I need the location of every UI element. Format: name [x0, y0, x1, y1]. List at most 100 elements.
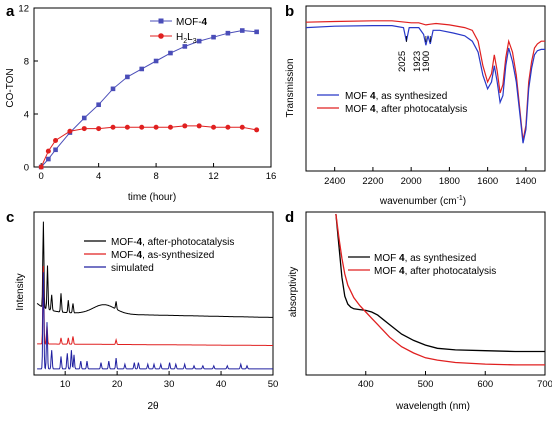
legend-d-label-photo: MOF 4, after photocatalysis [374, 266, 496, 277]
plot-a-xtick-label: 8 [153, 171, 158, 182]
plot-a-ytick-label: 0 [24, 163, 29, 174]
plot-a-point [45, 148, 51, 154]
panel-c: c 10 20 30 40 50 2θ Intensity MOF-4, after-p… [6, 209, 278, 412]
plot-a-ticks: 0 4 8 12 16 0 4 8 12 [18, 4, 276, 183]
plot-c-xtick-label: 50 [268, 379, 279, 390]
plot-a-point [153, 58, 159, 64]
plot-d-xtick-label: 500 [418, 379, 434, 390]
plot-b-xtick-label: 1400 [515, 176, 536, 187]
plot-c-xtick-label: 40 [216, 379, 227, 390]
plot-c-series-line-1 [37, 265, 273, 346]
plot-a-point [96, 102, 101, 108]
plot-a-point [110, 86, 116, 92]
legend-a-marker-h2l3 [158, 33, 164, 39]
plot-a-point [139, 66, 145, 72]
plot-a-point [153, 124, 159, 130]
plot-a-point [196, 38, 202, 44]
plot-c-series [36, 221, 273, 370]
plot-c-ticks: 10 20 30 40 50 [60, 371, 278, 390]
plot-a-point [239, 28, 245, 33]
plot-b-xtick-label: 2000 [401, 176, 422, 187]
plot-b-ylabel: Transmission [285, 58, 296, 117]
plot-a-point [38, 164, 44, 170]
panel-b: b 2400 2200 2000 1800 1600 1400 2025 1923 190… [285, 3, 546, 207]
plot-a-xtick-label: 0 [39, 171, 44, 182]
annotation-1923: 1923 [412, 51, 423, 72]
legend-c-label-sim: simulated [111, 263, 154, 274]
legend-d-label-synth: MOF 4, as synthesized [374, 253, 476, 264]
plot-a-ytick-label: 8 [24, 57, 29, 68]
plot-c-frame [33, 211, 274, 376]
annotation-2025: 2025 [397, 51, 408, 72]
plot-a-point [225, 124, 231, 130]
panel-label-d: d [285, 209, 294, 226]
plot-b-xtick-label: 2400 [324, 176, 345, 187]
plot-a-ytick-label: 4 [24, 110, 29, 121]
panel-d: d 400 500 600 700 wavelength (nm) absorptiv… [285, 209, 552, 412]
plot-b-xtick-label: 1800 [439, 176, 460, 187]
plot-a-legend: MOF-4 H2L3 [150, 17, 208, 45]
plot-d-ticks: 400 500 600 700 [358, 371, 552, 390]
plot-b-xlabel: wavenumber (cm-1) [379, 195, 466, 207]
plot-a-point [110, 124, 116, 130]
plot-a-ytick-label: 12 [18, 4, 29, 15]
plot-a-ylabel: CO-TON [5, 68, 16, 107]
plot-a-point [53, 138, 59, 143]
plot-b-annotations: 2025 1923 1900 [397, 51, 432, 72]
panel-label-c: c [6, 209, 14, 226]
plot-d-xtick-label: 700 [537, 379, 552, 390]
plot-c-xtick-label: 30 [164, 379, 175, 390]
plot-d-series-line-1 [335, 213, 545, 366]
plot-a-point [125, 74, 130, 80]
plot-b-series [305, 20, 545, 144]
plot-a-series [38, 28, 260, 170]
plot-a-point [96, 126, 102, 132]
plot-a-point [239, 124, 245, 130]
plot-a-point [81, 115, 87, 121]
plot-b-ticks: 2400 2200 2000 1800 1600 1400 [324, 167, 536, 187]
plot-a-xtick-label: 12 [208, 171, 219, 182]
plot-a-frame [33, 7, 272, 168]
legend-a-label-h2l3: H2L3 [176, 32, 197, 45]
annotation-1900: 1900 [421, 51, 432, 72]
legend-a-label-mof4: MOF-4 [176, 17, 208, 28]
plot-a-point [167, 124, 173, 130]
plot-c-series-line-2 [37, 272, 273, 370]
plot-d-series-line-0 [335, 213, 545, 353]
plot-a-point [53, 147, 58, 153]
plot-d-xlabel: wavelength (nm) [395, 401, 470, 412]
plot-c-series-line-0 [36, 221, 273, 318]
plot-a-point [67, 128, 73, 134]
plot-a-point [254, 127, 260, 133]
plot-c-ylabel: Intensity [15, 273, 26, 310]
panel-a: a 0 4 8 12 16 0 4 8 12 time (hour) CO-TON MOF-4 … [5, 3, 276, 203]
plot-d-series [335, 213, 545, 366]
plot-a-xtick-label: 16 [266, 171, 277, 182]
plot-d-frame [305, 211, 546, 376]
plot-a-point [211, 124, 217, 130]
plot-a-point [211, 34, 216, 40]
panel-label-a: a [6, 3, 15, 20]
plot-d-ylabel: absorptivity [288, 267, 299, 318]
plot-a-point [225, 30, 231, 36]
plot-d-legend: MOF 4, as synthesized MOF 4, after photo… [348, 253, 496, 277]
plot-a-point [139, 124, 145, 130]
plot-a-point [46, 156, 51, 162]
legend-c-label-synth: MOF-4, as-synthesized [111, 250, 214, 261]
plot-b-xtick-label: 2200 [362, 176, 383, 187]
plot-a-point [182, 44, 188, 49]
legend-b-label-synth: MOF 4, as synthesized [345, 91, 447, 102]
plot-a-point [196, 123, 202, 129]
plot-c-legend: MOF-4, after-photocatalysis MOF-4, as-sy… [84, 237, 234, 274]
plot-a-xtick-label: 4 [96, 171, 101, 182]
plot-c-xlabel: 2θ [147, 401, 159, 412]
plot-b-series-line-1 [305, 25, 545, 144]
plot-c-xtick-label: 10 [60, 379, 71, 390]
legend-a-marker-mof4 [158, 18, 164, 24]
plot-a-point [124, 124, 130, 130]
plot-a-point [254, 29, 259, 35]
plot-a-series-line-1 [40, 125, 257, 168]
plot-d-xtick-label: 600 [477, 379, 493, 390]
legend-b-label-photo: MOF 4, after photocatalysis [345, 104, 467, 115]
